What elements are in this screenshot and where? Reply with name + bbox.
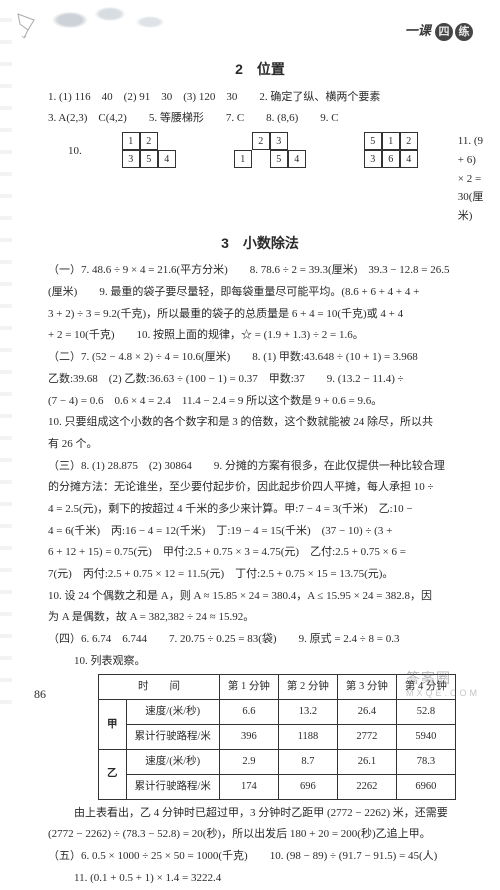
grid-cell: 4 xyxy=(400,150,418,168)
s3p3-l6: 10. 设 24 个偶数之和是 A，则 A ≈ 15.85 × 24 = 380… xyxy=(48,587,472,606)
table-row: 甲 速度/(米/秒) 6.6 13.2 26.4 52.8 xyxy=(99,700,456,725)
s3p2-l2: (7 − 4) = 0.6 0.6 × 4 = 2.4 11.4 − 2.4 =… xyxy=(48,392,472,411)
cell: 8.7 xyxy=(278,750,337,775)
col-m2: 第 2 分钟 xyxy=(278,675,337,700)
cell: 1188 xyxy=(278,725,337,750)
group-jia: 甲 xyxy=(99,700,127,750)
grid-cell: 3 xyxy=(270,132,288,150)
table-row: 累计行驶路程/米 174 696 2262 6960 xyxy=(99,774,456,799)
cell: 速度/(米/秒) xyxy=(126,700,219,725)
brand-circle-2: 练 xyxy=(455,23,473,41)
sec2-item10-grids: 10. 1 2 3 5 4 2 3 1 5 4 5 1 2 3 6 xyxy=(68,132,472,225)
cell: 累计行驶路程/米 xyxy=(126,774,219,799)
cell: 396 xyxy=(219,725,278,750)
cell: 6.6 xyxy=(219,700,278,725)
s3p4-head: （四）6. 6.74 6.744 7. 20.75 ÷ 0.25 = 83(袋)… xyxy=(48,630,472,649)
section-2-title: 2 位置 xyxy=(48,58,472,82)
cloud-decoration xyxy=(40,0,190,40)
grid-cell: 4 xyxy=(288,150,306,168)
s3p2-l3: 10. 只要组成这个小数的各个数字和是 3 的倍数，这个数就能被 24 除尽，所… xyxy=(48,413,472,432)
s3p3-l1: 的分摊方法：无论谁坐，至少要付起步价，因此起步价四人平摊，每人承担 10 ÷ xyxy=(48,478,472,497)
grid-c: 5 1 2 3 6 4 xyxy=(346,132,418,168)
grid-cell: 1 xyxy=(122,132,140,150)
brand-header: 一课 四练 xyxy=(405,20,474,41)
watermark: 答案圈 MXQE.COM xyxy=(406,668,480,698)
cell: 26.1 xyxy=(337,750,396,775)
grid-cell: 3 xyxy=(122,150,140,168)
table-row: 累计行驶路程/米 396 1188 2772 5940 xyxy=(99,725,456,750)
cell: 26.4 xyxy=(337,700,396,725)
sec2-line1: 1. (1) 116 40 (2) 91 30 (3) 120 30 2. 确定… xyxy=(48,88,472,107)
s3p3-l4: 6 + 12 + 15) = 0.75(元) 甲付:2.5 + 0.75 × 3… xyxy=(48,543,472,562)
brand-text-a: 一课 xyxy=(405,23,431,38)
grid-cell: 2 xyxy=(252,132,270,150)
s3p4-tail0: 由上表看出，乙 4 分钟时已超过甲，3 分钟时乙距甲 (2772 − 2262)… xyxy=(48,804,472,823)
s3p1-l3: + 2 = 10(千克) 10. 按照上面的规律，☆ = (1.9 + 1.3)… xyxy=(48,326,472,345)
cell: 5940 xyxy=(396,725,455,750)
cell: 2262 xyxy=(337,774,396,799)
s3p1-l1: (厘米) 9. 最重的袋子要尽量轻，即每袋重量尽可能平均。(8.6 + 6 + … xyxy=(48,283,472,302)
s3p2-l1: 乙数:39.68 (2) 乙数:36.63 ÷ (100 − 1) = 0.37… xyxy=(48,370,472,389)
cell: 78.3 xyxy=(396,750,455,775)
grid-b: 2 3 1 5 4 xyxy=(234,132,306,168)
grid-cell: 4 xyxy=(158,150,176,168)
s3p1-l2: 3 + 2) ÷ 3 = 9.2(千克)，所以最重的袋子的总质量是 6 + 4 … xyxy=(48,305,472,324)
grid-cell: 2 xyxy=(400,132,418,150)
table-row: 乙 速度/(米/秒) 2.9 8.7 26.1 78.3 xyxy=(99,750,456,775)
wm-line2: MXQE.COM xyxy=(406,688,480,698)
item10-label: 10. xyxy=(68,142,82,161)
grid-cell: 6 xyxy=(382,150,400,168)
cell: 6960 xyxy=(396,774,455,799)
brand-circle-1: 四 xyxy=(435,23,453,41)
s3p3-l7: 为 A 是偶数，故 A = 382,382 ÷ 24 ≈ 15.92。 xyxy=(48,608,472,627)
s3p3-l0: （三）8. (1) 28.875 (2) 30864 9. 分摊的方案有很多，在… xyxy=(48,457,472,476)
speed-table: 时 间 第 1 分钟 第 2 分钟 第 3 分钟 第 4 分钟 甲 速度/(米/… xyxy=(98,674,456,799)
s3p3-l3: 4 = 6(千米) 丙:16 − 4 = 12(千米) 丁:19 − 4 = 1… xyxy=(48,522,472,541)
cell: 2.9 xyxy=(219,750,278,775)
grid-a: 1 2 3 5 4 xyxy=(122,132,194,168)
s3p2-l4: 有 26 个。 xyxy=(48,435,472,454)
s3p5-l1: 11. (0.1 + 0.5 + 1) × 1.4 = 3222.4 xyxy=(48,869,472,888)
grid-cell: 5 xyxy=(270,150,288,168)
answer-content: 2 位置 1. (1) 116 40 (2) 91 30 (3) 120 30 … xyxy=(48,54,472,890)
grid-cell: 5 xyxy=(140,150,158,168)
cell: 13.2 xyxy=(278,700,337,725)
table-row: 时 间 第 1 分钟 第 2 分钟 第 3 分钟 第 4 分钟 xyxy=(99,675,456,700)
grid-cell: 1 xyxy=(234,150,252,168)
col-m3: 第 3 分钟 xyxy=(337,675,396,700)
cell: 696 xyxy=(278,774,337,799)
col-time: 时 间 xyxy=(99,675,220,700)
col-m1: 第 1 分钟 xyxy=(219,675,278,700)
s3p1-l0: （一）7. 48.6 ÷ 9 × 4 = 21.6(平方分米) 8. 78.6 … xyxy=(48,261,472,280)
item11-text: 11. (9 + 6) × 2 = 30(厘米) xyxy=(458,132,484,225)
left-dot-border xyxy=(0,0,12,716)
cell: 174 xyxy=(219,774,278,799)
s3p3-l5: 7(元) 丙付:2.5 + 0.75 × 12 = 11.5(元) 丁付:2.5… xyxy=(48,565,472,584)
wm-line1: 答案圈 xyxy=(406,668,480,688)
section-3-title: 3 小数除法 xyxy=(48,232,472,256)
group-yi: 乙 xyxy=(99,750,127,800)
sec2-line2: 3. A(2,3) C(4,2) 5. 等腰梯形 7. C 8. (8,6) 9… xyxy=(48,109,472,128)
s3p5-l0: （五）6. 0.5 × 1000 ÷ 25 × 50 = 1000(千克) 10… xyxy=(48,847,472,866)
grid-cell: 5 xyxy=(364,132,382,150)
grid-cell: 2 xyxy=(140,132,158,150)
page-number: 86 xyxy=(34,687,46,702)
grid-cell: 1 xyxy=(382,132,400,150)
cell: 2772 xyxy=(337,725,396,750)
cell: 速度/(米/秒) xyxy=(126,750,219,775)
s3p2-l0: （二）7. (52 − 4.8 × 2) ÷ 4 = 10.6(厘米) 8. (… xyxy=(48,348,472,367)
cell: 累计行驶路程/米 xyxy=(126,725,219,750)
cell: 52.8 xyxy=(396,700,455,725)
s3p4-tail1: (2772 − 2262) ÷ (78.3 − 52.8) = 20(秒)，所以… xyxy=(48,825,472,844)
grid-cell: 3 xyxy=(364,150,382,168)
s3p3-l2: 4 = 2.5(元)，剩下的按超过 4 千米的多少来计算。甲:7 − 4 = 3… xyxy=(48,500,472,519)
